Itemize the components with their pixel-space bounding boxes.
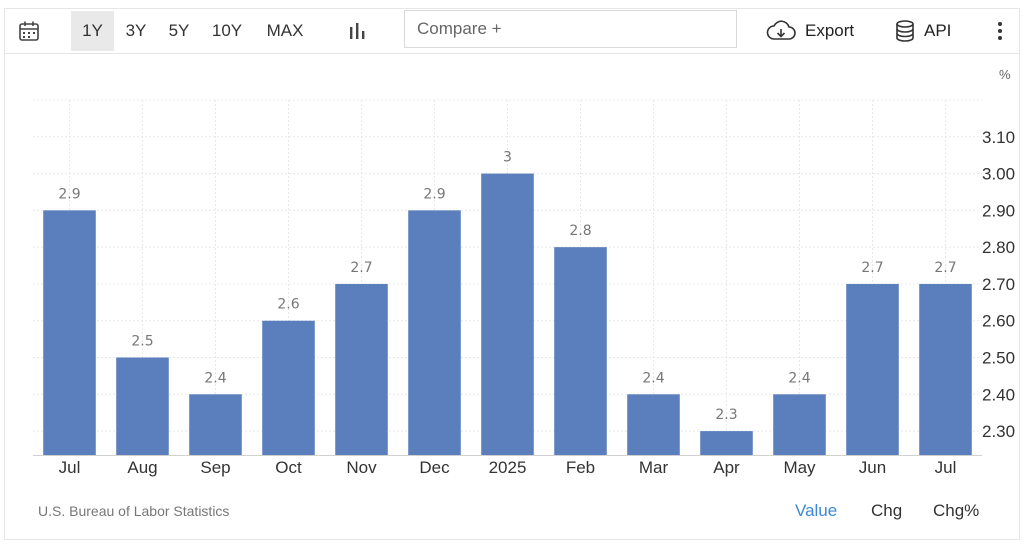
range-5y-button[interactable]: 5Y xyxy=(168,21,190,40)
data-label: 2.9 xyxy=(58,186,80,202)
x-tick-label: May xyxy=(783,458,816,477)
y-tick-label: 3.10 xyxy=(982,128,1015,147)
x-tick-label: Apr xyxy=(713,458,740,477)
x-tick-label: Sep xyxy=(200,458,230,477)
toolbar: 1Y 3Y 5Y 10Y MAX Export xyxy=(5,9,1019,54)
x-tick-label: Jul xyxy=(935,458,957,477)
y-tick-label: 2.50 xyxy=(982,349,1015,368)
bar xyxy=(554,247,607,455)
range-1y-button[interactable]: 1Y xyxy=(71,11,114,51)
x-tick-label: Nov xyxy=(346,458,377,477)
chg-view-option[interactable]: Chg xyxy=(871,501,903,520)
bar xyxy=(116,357,169,455)
more-vertical-icon[interactable] xyxy=(990,19,1010,43)
export-label: Export xyxy=(805,21,855,40)
bar xyxy=(408,210,461,455)
bar xyxy=(773,394,826,455)
source-label: U.S. Bureau of Labor Statistics xyxy=(38,503,230,519)
bar xyxy=(700,431,753,455)
bar xyxy=(43,210,96,455)
data-label: 2.9 xyxy=(423,186,445,202)
chart-frame xyxy=(4,8,1020,540)
bar xyxy=(919,283,972,455)
range-3y-button[interactable]: 3Y xyxy=(125,21,147,40)
compare-input[interactable] xyxy=(404,10,737,48)
data-label: 2.4 xyxy=(788,370,810,386)
data-label: 2.7 xyxy=(934,260,956,276)
x-tick-label: Feb xyxy=(566,458,595,477)
y-tick-label: 2.80 xyxy=(982,238,1015,257)
cloud-download-icon xyxy=(765,20,797,42)
database-icon xyxy=(894,19,916,43)
value-view-option[interactable]: Value xyxy=(795,501,838,520)
y-tick-label: 2.30 xyxy=(982,422,1015,441)
data-label: 2.3 xyxy=(715,407,737,423)
data-label: 2.5 xyxy=(131,334,153,350)
bar xyxy=(335,283,388,455)
bar xyxy=(627,394,680,455)
data-label: 2.4 xyxy=(642,370,664,386)
data-label: 3 xyxy=(503,150,512,166)
y-tick-label: 3.00 xyxy=(982,165,1015,184)
range-10y-button[interactable]: 10Y xyxy=(211,21,243,40)
y-tick-label: 2.40 xyxy=(982,385,1015,404)
chg-percent-view-option[interactable]: Chg% xyxy=(933,501,980,520)
y-tick-label: 2.60 xyxy=(982,312,1015,331)
y-tick-label: 2.70 xyxy=(982,275,1015,294)
api-label: API xyxy=(924,21,952,40)
x-tick-label: Oct xyxy=(275,458,302,477)
x-tick-label: Jul xyxy=(59,458,81,477)
export-button[interactable]: Export xyxy=(765,11,854,51)
bar-chart-icon[interactable] xyxy=(345,19,369,43)
x-tick-label: Jun xyxy=(859,458,886,477)
data-label: 2.4 xyxy=(204,370,226,386)
x-tick-label: Aug xyxy=(127,458,157,477)
api-button[interactable]: API xyxy=(894,11,951,51)
x-tick-label: 2025 xyxy=(489,458,527,477)
range-max-button[interactable]: MAX xyxy=(266,21,304,40)
x-tick-label: Mar xyxy=(639,458,669,477)
bar xyxy=(189,394,242,455)
data-label: 2.8 xyxy=(569,223,591,239)
x-tick-label: Dec xyxy=(419,458,450,477)
data-label: 2.7 xyxy=(861,260,883,276)
calendar-icon[interactable] xyxy=(15,17,43,45)
bar xyxy=(481,173,534,455)
unit-label: % xyxy=(999,67,1011,82)
bar xyxy=(262,320,315,455)
y-tick-label: 2.90 xyxy=(982,201,1015,220)
bar xyxy=(846,283,899,455)
data-label: 2.6 xyxy=(277,297,299,313)
data-label: 2.7 xyxy=(350,260,372,276)
